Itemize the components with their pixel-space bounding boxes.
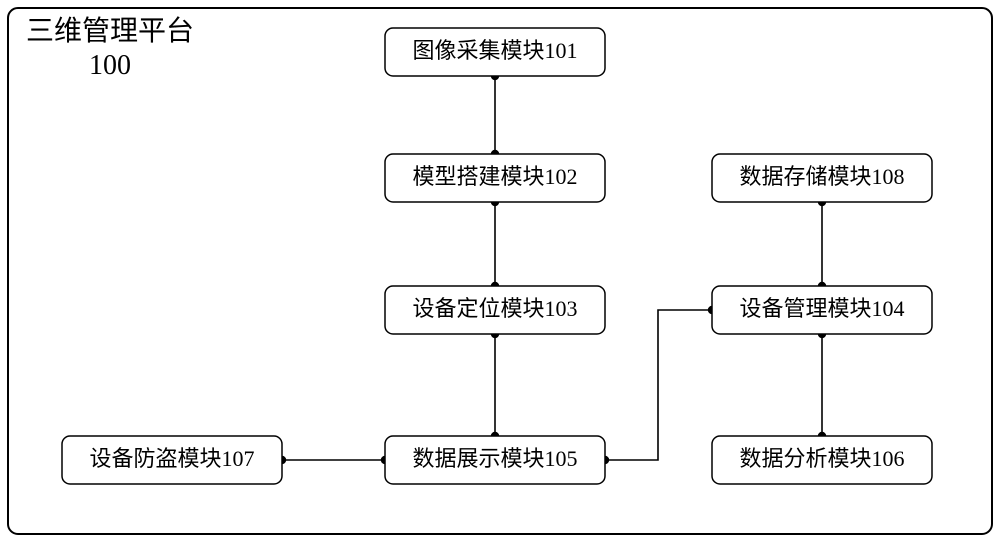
node-n103-label: 设备定位模块103 — [412, 296, 577, 321]
flowchart-canvas: 三维管理平台100 图像采集模块101 模型搭建模块102 数据存储模块108 设备定位… — [0, 0, 1000, 542]
node-n108-label: 数据存储模块108 — [739, 164, 904, 189]
node-n108: 数据存储模块108 — [712, 154, 932, 202]
nodes: 图像采集模块101 模型搭建模块102 数据存储模块108 设备定位模块103 设备管理… — [62, 28, 932, 484]
node-n102: 模型搭建模块102 — [385, 154, 605, 202]
edges — [278, 72, 826, 464]
node-n105-label: 数据展示模块105 — [412, 446, 577, 471]
node-n101: 图像采集模块101 — [385, 28, 605, 76]
diagram-title-line1: 三维管理平台 — [26, 15, 194, 47]
node-n104: 设备管理模块104 — [712, 286, 932, 334]
node-n107-label: 设备防盗模块107 — [89, 446, 254, 471]
node-n103: 设备定位模块103 — [385, 286, 605, 334]
node-n102-label: 模型搭建模块102 — [412, 164, 577, 189]
node-n104-label: 设备管理模块104 — [739, 296, 904, 321]
node-n107: 设备防盗模块107 — [62, 436, 282, 484]
node-n101-label: 图像采集模块101 — [412, 38, 577, 63]
node-n106: 数据分析模块106 — [712, 436, 932, 484]
diagram-title-line2: 100 — [89, 50, 131, 81]
node-n106-label: 数据分析模块106 — [739, 446, 904, 471]
node-n105: 数据展示模块105 — [385, 436, 605, 484]
